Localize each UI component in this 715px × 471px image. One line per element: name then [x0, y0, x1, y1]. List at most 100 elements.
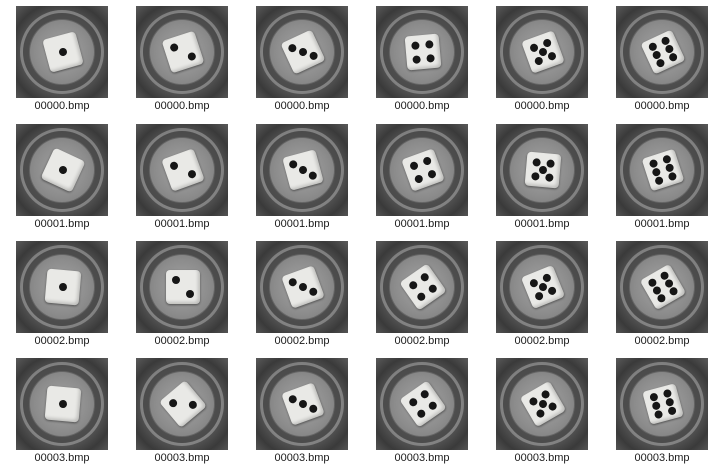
file-name-label[interactable]: 00003.bmp: [514, 452, 570, 464]
die-image: [42, 31, 84, 73]
file-item[interactable]: 00000.bmp: [485, 0, 605, 118]
file-item[interactable]: 00003.bmp: [245, 352, 365, 470]
file-name-label[interactable]: 00001.bmp: [514, 218, 570, 230]
file-name-label[interactable]: 00002.bmp: [274, 335, 330, 347]
file-thumbnail[interactable]: [256, 6, 348, 98]
die-image: [281, 265, 325, 309]
die-image: [44, 385, 82, 423]
file-item[interactable]: 00003.bmp: [605, 352, 715, 470]
file-name-label[interactable]: 00002.bmp: [514, 335, 570, 347]
die-pip: [419, 388, 431, 401]
file-thumbnail[interactable]: [256, 241, 348, 333]
file-item[interactable]: 00000.bmp: [125, 0, 245, 118]
file-name-label[interactable]: 00003.bmp: [634, 452, 690, 464]
file-name-label[interactable]: 00000.bmp: [394, 100, 450, 112]
file-item[interactable]: 00003.bmp: [125, 352, 245, 470]
die-pip: [57, 164, 69, 176]
file-name-label[interactable]: 00003.bmp: [34, 452, 90, 464]
file-thumbnail[interactable]: [376, 358, 468, 450]
file-thumbnail[interactable]: [16, 241, 108, 333]
file-thumbnail[interactable]: [616, 124, 708, 216]
file-item[interactable]: 00001.bmp: [125, 118, 245, 236]
file-thumbnail[interactable]: [616, 241, 708, 333]
file-item[interactable]: 00003.bmp: [5, 352, 125, 470]
file-item[interactable]: 00000.bmp: [5, 0, 125, 118]
file-name-label[interactable]: 00000.bmp: [634, 100, 690, 112]
file-item[interactable]: 00003.bmp: [365, 352, 485, 470]
die-pip: [537, 281, 549, 293]
file-name-label[interactable]: 00001.bmp: [394, 218, 450, 230]
die-pip: [667, 171, 678, 182]
file-item[interactable]: 00001.bmp: [245, 118, 365, 236]
die-pip: [424, 40, 434, 49]
die-pip: [654, 175, 665, 186]
file-name-label[interactable]: 00002.bmp: [154, 335, 210, 347]
die-pip: [415, 407, 427, 420]
file-thumbnail[interactable]: [256, 358, 348, 450]
die-pip: [426, 283, 439, 295]
file-name-label[interactable]: 00002.bmp: [394, 335, 450, 347]
file-item[interactable]: 00000.bmp: [245, 0, 365, 118]
file-thumbnail[interactable]: [376, 124, 468, 216]
file-name-label[interactable]: 00001.bmp: [274, 218, 330, 230]
file-thumbnail[interactable]: [136, 6, 228, 98]
die-pip: [540, 388, 552, 400]
die-image: [524, 151, 562, 189]
file-name-label[interactable]: 00003.bmp: [154, 452, 210, 464]
die-pip: [298, 165, 308, 175]
die-pip: [426, 400, 439, 412]
file-thumbnail[interactable]: [136, 241, 228, 333]
file-name-label[interactable]: 00002.bmp: [34, 335, 90, 347]
file-name-label[interactable]: 00000.bmp: [514, 100, 570, 112]
file-name-label[interactable]: 00000.bmp: [154, 100, 210, 112]
file-item[interactable]: 00003.bmp: [485, 352, 605, 470]
die-pip: [413, 173, 425, 184]
file-item[interactable]: 00002.bmp: [605, 235, 715, 353]
file-thumbnail[interactable]: [616, 6, 708, 98]
file-thumbnail[interactable]: [376, 6, 468, 98]
die-pip: [426, 168, 437, 180]
file-name-label[interactable]: 00003.bmp: [274, 452, 330, 464]
file-name-label[interactable]: 00000.bmp: [274, 100, 330, 112]
file-thumbnail[interactable]: [136, 124, 228, 216]
file-name-label[interactable]: 00001.bmp: [34, 218, 90, 230]
file-thumbnail[interactable]: [16, 124, 108, 216]
file-thumbnail[interactable]: [16, 358, 108, 450]
file-thumbnail[interactable]: [616, 358, 708, 450]
file-item[interactable]: 00001.bmp: [5, 118, 125, 236]
file-thumbnail[interactable]: [496, 124, 588, 216]
die-pip: [58, 282, 68, 292]
file-item[interactable]: 00000.bmp: [605, 0, 715, 118]
file-thumbnail[interactable]: [256, 124, 348, 216]
die-image: [404, 33, 442, 71]
file-name-label[interactable]: 00003.bmp: [394, 452, 450, 464]
die-pip: [547, 51, 558, 62]
file-item[interactable]: 00002.bmp: [485, 235, 605, 353]
file-item[interactable]: 00000.bmp: [365, 0, 485, 118]
die-pip: [531, 157, 541, 167]
file-item[interactable]: 00002.bmp: [245, 235, 365, 353]
die-pip: [419, 271, 431, 284]
die-image: [399, 263, 447, 311]
file-item[interactable]: 00002.bmp: [365, 235, 485, 353]
file-thumbnail[interactable]: [136, 358, 228, 450]
die-pip: [287, 42, 298, 54]
file-item[interactable]: 00002.bmp: [125, 235, 245, 353]
file-name-label[interactable]: 00000.bmp: [34, 100, 90, 112]
file-name-label[interactable]: 00001.bmp: [634, 218, 690, 230]
file-name-label[interactable]: 00001.bmp: [154, 218, 210, 230]
file-item[interactable]: 00001.bmp: [485, 118, 605, 236]
file-item[interactable]: 00001.bmp: [605, 118, 715, 236]
file-item[interactable]: 00001.bmp: [365, 118, 485, 236]
die-image: [161, 30, 205, 74]
file-name-label[interactable]: 00002.bmp: [634, 335, 690, 347]
die-pip: [297, 281, 309, 293]
file-item[interactable]: 00002.bmp: [5, 235, 125, 353]
file-thumbnail[interactable]: [376, 241, 468, 333]
file-thumbnail[interactable]: [496, 6, 588, 98]
file-thumbnail[interactable]: [16, 6, 108, 98]
file-thumbnail[interactable]: [496, 241, 588, 333]
die-pip: [541, 272, 553, 283]
file-thumbnail[interactable]: [496, 358, 588, 450]
